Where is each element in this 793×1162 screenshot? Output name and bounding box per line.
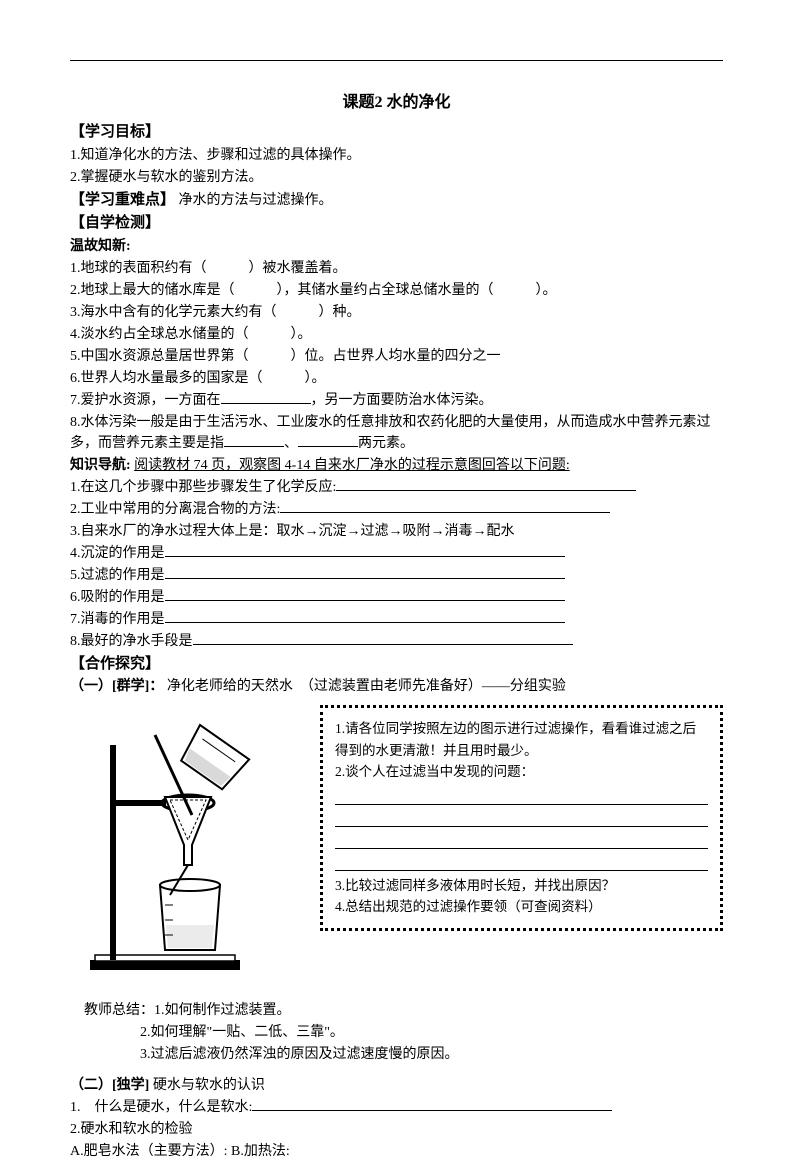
filtration-apparatus-icon	[70, 705, 300, 985]
fill-blank[interactable]	[165, 543, 565, 557]
s1-text: 1. 什么是硬水，什么是软水:	[70, 1100, 252, 1115]
fill-blank[interactable]	[335, 831, 708, 849]
guide-item: 3.自来水厂的净水过程大体上是：取水→沉淀→过滤→吸附→消毒→配水	[70, 521, 723, 542]
q7-part-b: ，另一方面要防治水体污染。	[311, 393, 493, 408]
question-item: 7.爱护水资源，一方面在 ，另一方面要防治水体污染。	[70, 390, 723, 411]
question-item: 3.海水中含有的化学元素大约有（ ）种。	[70, 302, 723, 323]
guide-item: 1.在这几个步骤中那些步骤发生了化学反应:	[70, 477, 723, 498]
g7-text: 7.消毒的作用是	[70, 612, 165, 627]
guide-heading: 知识导航:	[70, 458, 131, 473]
difficulty-text: 净水的方法与过滤操作。	[179, 193, 333, 208]
g8-text: 8.最好的净水手段是	[70, 634, 193, 649]
fill-blank[interactable]	[335, 853, 708, 871]
top-rule	[70, 60, 723, 61]
filtration-diagram	[70, 705, 300, 985]
g2-text: 2.工业中常用的分离混合物的方法:	[70, 502, 280, 517]
guide-item: 7.消毒的作用是	[70, 609, 723, 630]
selfcheck-heading: 【自学检测】	[70, 212, 723, 235]
question-item: 8.水体污染一般是由于生活污水、工业废水的任意排放和农药化肥的大量使用，从而造成…	[70, 412, 723, 454]
instruction-box: 1.请各位同学按照左边的图示进行过滤操作，看看谁过滤之后得到的水更清澈！并且用时…	[320, 705, 723, 931]
question-item: 5.中国水资源总量居世界第（ ）位。占世界人均水量的四分之一	[70, 346, 723, 367]
q8-part-c: 两元素。	[358, 436, 414, 451]
box-item: 4.总结出规范的过滤操作要领（可查阅资料）	[335, 896, 708, 918]
solo-heading: （二）[独学]	[70, 1078, 149, 1093]
fill-blank[interactable]	[224, 433, 284, 447]
fill-blank[interactable]	[221, 390, 311, 404]
guide-item: 5.过滤的作用是	[70, 565, 723, 586]
box-item: 1.请各位同学按照左边的图示进行过滤操作，看看谁过滤之后得到的水更清澈！并且用时…	[335, 718, 708, 761]
teacher-item: 3.过滤后滤液仍然浑浊的原因及过滤速度慢的原因。	[70, 1044, 723, 1065]
fill-blank[interactable]	[165, 587, 565, 601]
teacher-heading: 教师总结：	[84, 1003, 154, 1018]
solo-text: 硬水与软水的认识	[153, 1078, 265, 1093]
g5-text: 5.过滤的作用是	[70, 568, 165, 583]
question-item: 1.地球的表面积约有（ ）被水覆盖着。	[70, 258, 723, 279]
fill-blank[interactable]	[165, 565, 565, 579]
guide-row: 知识导航: 阅读教材 74 页，观察图 4-14 自来水厂净水的过程示意图回答以…	[70, 455, 723, 476]
box-item: 3.比较过滤同样多液体用时长短，并找出原因？	[335, 875, 708, 897]
group-text: 净化老师给的天然水 （过滤装置由老师先准备好）——分组实验	[167, 679, 566, 694]
review-heading: 温故知新:	[70, 236, 723, 257]
fill-blank[interactable]	[335, 809, 708, 827]
g4-text: 4.沉淀的作用是	[70, 546, 165, 561]
group-row: （一）[群学]： 净化老师给的天然水 （过滤装置由老师先准备好）——分组实验	[70, 676, 723, 697]
teacher-item: 1.如何制作过滤装置。	[154, 1003, 291, 1018]
fill-blank[interactable]	[298, 433, 358, 447]
goal-item: 2.掌握硬水与软水的鉴别方法。	[70, 167, 723, 188]
solo-row: （二）[独学] 硬水与软水的认识	[70, 1075, 723, 1096]
fill-blank[interactable]	[280, 499, 610, 513]
question-item: 4.淡水约占全球总水储量的（ ）。	[70, 324, 723, 345]
teacher-summary-row: 教师总结：1.如何制作过滤装置。	[70, 1000, 723, 1021]
q8-part-b: 、	[284, 436, 298, 451]
question-item: 2.地球上最大的储水库是（ ），其储水量约占全球总储水量的（ ）。	[70, 280, 723, 301]
fill-blank[interactable]	[336, 477, 636, 491]
fill-blank[interactable]	[193, 631, 573, 645]
coop-heading: 【合作探究】	[70, 653, 723, 676]
difficulty-heading: 【学习重难点】	[70, 192, 175, 208]
g1-text: 1.在这几个步骤中那些步骤发生了化学反应:	[70, 480, 336, 495]
box-item: 2.谈个人在过滤当中发现的问题：	[335, 761, 708, 783]
solo-item: 2.硬水和软水的检验	[70, 1119, 723, 1140]
goal-item: 1.知道净化水的方法、步骤和过滤的具体操作。	[70, 145, 723, 166]
q7-part-a: 7.爱护水资源，一方面在	[70, 393, 221, 408]
guide-item: 4.沉淀的作用是	[70, 543, 723, 564]
group-heading: （一）[群学]：	[70, 679, 163, 694]
goals-heading: 【学习目标】	[70, 121, 723, 144]
solo-item: A.肥皂水法（主要方法）: B.加热法:	[70, 1141, 723, 1162]
experiment-row: 1.请各位同学按照左边的图示进行过滤操作，看看谁过滤之后得到的水更清澈！并且用时…	[70, 705, 723, 985]
guide-link: 阅读教材 74 页，观察图 4-14 自来水厂净水的过程示意图回答以下问题:	[134, 458, 570, 473]
page-title: 课题2 水的净化	[70, 91, 723, 115]
fill-blank[interactable]	[335, 787, 708, 805]
solo-item: 1. 什么是硬水，什么是软水:	[70, 1097, 723, 1118]
guide-item: 8.最好的净水手段是	[70, 631, 723, 652]
teacher-item: 2.如何理解"一贴、二低、三靠"。	[70, 1022, 723, 1043]
fill-blank[interactable]	[165, 609, 565, 623]
g6-text: 6.吸附的作用是	[70, 590, 165, 605]
guide-item: 6.吸附的作用是	[70, 587, 723, 608]
fill-blank[interactable]	[252, 1097, 612, 1111]
question-item: 6.世界人均水量最多的国家是（ ）。	[70, 368, 723, 389]
guide-item: 2.工业中常用的分离混合物的方法:	[70, 499, 723, 520]
